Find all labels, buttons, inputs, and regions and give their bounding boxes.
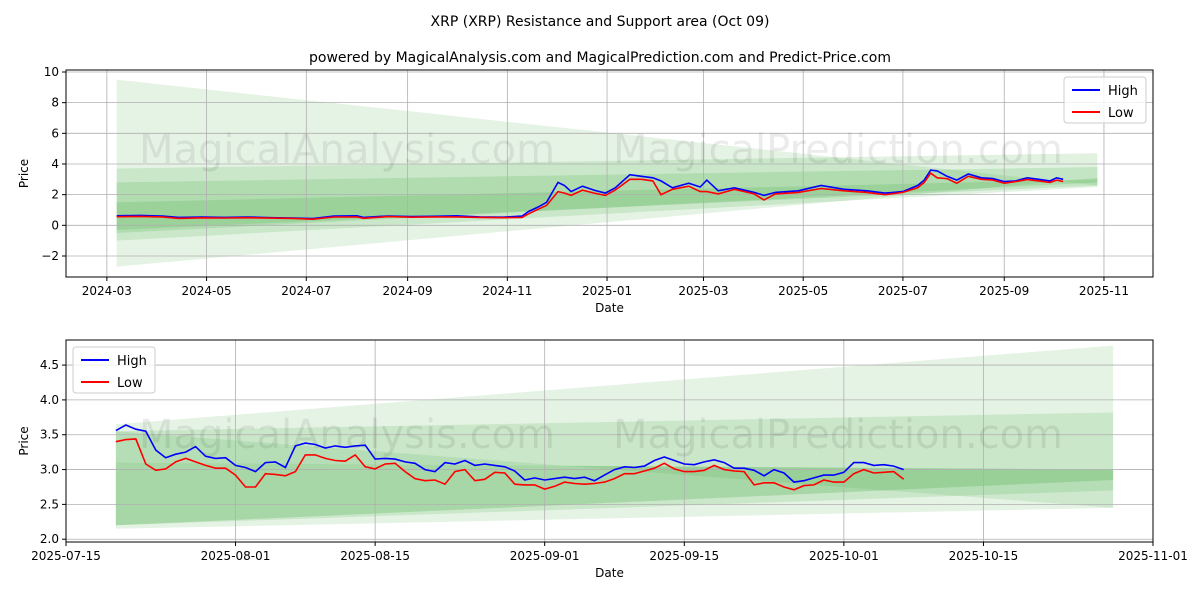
x-tick-label: 2025-05 (778, 284, 828, 298)
y-tick-label: 2 (51, 188, 59, 202)
x-axis-label: Date (595, 301, 624, 315)
support-resistance-band (115, 345, 1114, 529)
x-tick-label: 2025-11 (1079, 284, 1129, 298)
x-tick-label: 2025-08-01 (201, 549, 271, 563)
x-tick-label: 2025-01 (582, 284, 632, 298)
x-tick-label: 2025-10-15 (949, 549, 1019, 563)
x-tick-label: 2024-07 (281, 284, 331, 298)
series-line-high (116, 169, 1064, 220)
support-resistance-band (115, 462, 1114, 526)
y-tick-label: 2.5 (40, 497, 59, 511)
x-tick-label: 2025-11-01 (1118, 549, 1188, 563)
axes-frame (65, 339, 1154, 543)
legend: High Low (72, 346, 156, 394)
chart-subtitle: powered by MagicalAnalysis.com and Magic… (309, 50, 891, 66)
legend-label: Low (1108, 106, 1134, 121)
bottom-chart: 2025-07-15 2025-08-01 2025-08-15 2025-09-01… (17, 339, 1188, 580)
series-line-high (115, 424, 904, 483)
y-tick-label: 4.0 (40, 393, 59, 407)
y-axis-label: Price (17, 159, 31, 188)
x-tick-label: 2025-09-15 (649, 549, 719, 563)
y-tick-label: −2 (41, 249, 59, 263)
x-tick-label: 2025-08-15 (340, 549, 410, 563)
top-chart: 2024-03 2024-05 2024-07 2024-09 2024-11 2025-… (17, 65, 1154, 315)
watermark: MagicalAnalysis.com (139, 127, 555, 173)
x-tick-label: 2025-07-15 (31, 549, 101, 563)
x-tick-label: 2024-05 (182, 284, 232, 298)
legend-label: Low (117, 376, 143, 391)
y-tick-label: 3.0 (40, 463, 59, 477)
y-tick-label: 4 (51, 157, 59, 171)
watermark: MagicalPrediction.com (613, 412, 1063, 458)
y-tick-label: 6 (51, 126, 59, 140)
legend-label: High (117, 354, 147, 369)
x-tick-label: 2024-11 (482, 284, 532, 298)
series-line-low (116, 172, 1064, 221)
x-tick-label: 2024-03 (82, 284, 132, 298)
x-tick-label: 2025-10-01 (809, 549, 879, 563)
watermark: MagicalPrediction.com (613, 127, 1063, 173)
x-tick-label: 2025-07 (878, 284, 928, 298)
x-tick-label: 2025-09 (979, 284, 1029, 298)
y-axis-label: Price (17, 426, 31, 455)
x-axis-label: Date (595, 566, 624, 580)
watermark: MagicalAnalysis.com (139, 412, 555, 458)
x-tick-label: 2025-03 (678, 284, 728, 298)
legend-label: High (1108, 84, 1138, 99)
y-tick-label: 0 (51, 218, 59, 232)
y-tick-label: 2.0 (40, 532, 59, 546)
y-tick-label: 10 (44, 65, 59, 79)
series-line-low (115, 438, 905, 491)
x-tick-label: 2025-09-01 (510, 549, 580, 563)
chart-title: XRP (XRP) Resistance and Support area (O… (431, 14, 770, 30)
y-tick-label: 8 (51, 96, 59, 110)
y-tick-label: 3.5 (40, 428, 59, 442)
x-tick-label: 2024-09 (383, 284, 433, 298)
legend: High Low (1063, 76, 1147, 124)
y-tick-label: 4.5 (40, 358, 59, 372)
axes-frame (65, 69, 1154, 278)
